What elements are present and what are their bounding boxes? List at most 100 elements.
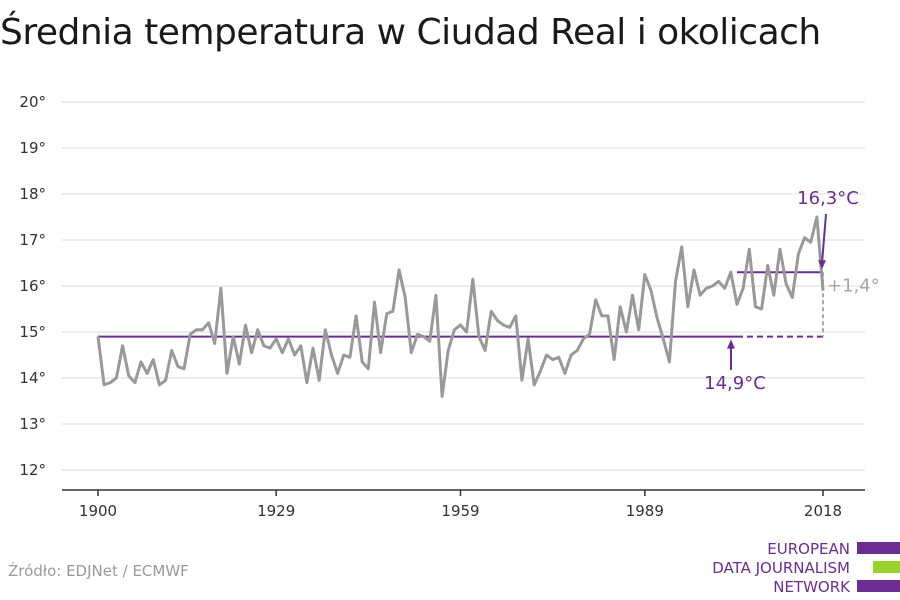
data-point [195,329,197,331]
data-point [785,283,787,285]
chart-title: Średnia temperatura w Ciudad Real i okol… [0,12,821,53]
data-point [158,384,160,386]
data-point [681,246,683,248]
data-point [275,338,277,340]
data-point [441,395,443,397]
data-point [650,290,652,292]
data-point [189,333,191,335]
data-point [595,299,597,301]
data-point [773,294,775,296]
x-tick-label: 1989 [626,502,664,520]
data-point [343,354,345,356]
data-point [484,349,486,351]
data-point [718,280,720,282]
data-point [822,290,824,292]
x-tick-label: 1929 [257,502,295,520]
data-point [140,361,142,363]
data-point [632,294,634,296]
y-tick-label: 18° [19,185,46,203]
data-point [232,336,234,338]
data-point [607,315,609,317]
data-point [754,306,756,308]
data-point [453,329,455,331]
data-point [539,370,541,372]
data-point [152,359,154,361]
data-point [355,315,357,317]
annotation-labels: 14,9°C 16,3°C +1,4° [704,188,880,394]
data-point [705,287,707,289]
data-point [582,338,584,340]
logo-bar-purple-top [857,542,900,554]
grid-lines [62,101,865,471]
logo-line-3: NETWORK [773,578,850,596]
x-tick-label: 1959 [441,502,479,520]
data-point [576,349,578,351]
data-point [103,384,105,386]
y-tick-label: 14° [19,369,46,387]
data-point [128,375,130,377]
data-point [797,253,799,255]
data-point [736,303,738,305]
data-point [656,317,658,319]
logo-line-2: DATA JOURNALISM [712,559,850,577]
data-point [472,278,474,280]
data-point [558,356,560,358]
data-point [460,324,461,326]
data-point [361,361,363,363]
data-point [619,306,621,308]
edjnet-logo: EUROPEAN DATA JOURNALISM NETWORK [700,540,900,596]
data-point [380,352,382,354]
y-tick-label: 15° [19,323,46,341]
data-point [767,264,769,266]
source-note: Źródło: EDJNet / ECMWF [8,562,189,580]
data-point [662,338,664,340]
data-point [410,352,412,354]
data-point [251,352,253,354]
logo-bar-green [873,561,900,573]
data-point [281,352,283,354]
data-point [466,331,468,333]
data-point [423,336,425,338]
y-tick-label: 13° [19,415,46,433]
data-point [742,287,744,289]
data-point [349,356,351,358]
baseline-label: 14,9°C [704,373,766,394]
data-point [668,361,670,363]
data-point [392,310,394,312]
x-tick-label: 2018 [804,502,842,520]
data-point [601,315,603,317]
data-point [496,320,498,321]
data-point [447,349,449,351]
recent-arrow-stem [821,213,827,264]
data-point [693,269,695,271]
data-point [613,359,615,361]
data-point [527,338,529,340]
data-point [201,329,203,331]
data-point [589,333,591,335]
data-point [816,216,818,218]
data-point [810,241,812,243]
data-point [109,382,111,384]
data-point [183,368,185,370]
data-point [294,354,296,356]
data-point [318,379,320,381]
data-point [503,324,505,326]
data-point [115,377,117,379]
y-tick-label: 17° [19,231,46,249]
data-point [570,354,572,356]
data-point [552,359,554,361]
temperature-series-line [96,215,825,398]
y-tick-label: 20° [19,93,46,111]
data-point [330,354,332,356]
data-point [269,347,271,349]
data-point [287,338,289,340]
data-point [134,382,136,384]
data-point [214,343,216,344]
x-tick-label: 1900 [79,502,117,520]
data-point [625,331,627,333]
data-point [638,329,640,331]
data-point [373,301,375,303]
delta-label: +1,4° [827,275,880,296]
data-point [146,372,148,374]
